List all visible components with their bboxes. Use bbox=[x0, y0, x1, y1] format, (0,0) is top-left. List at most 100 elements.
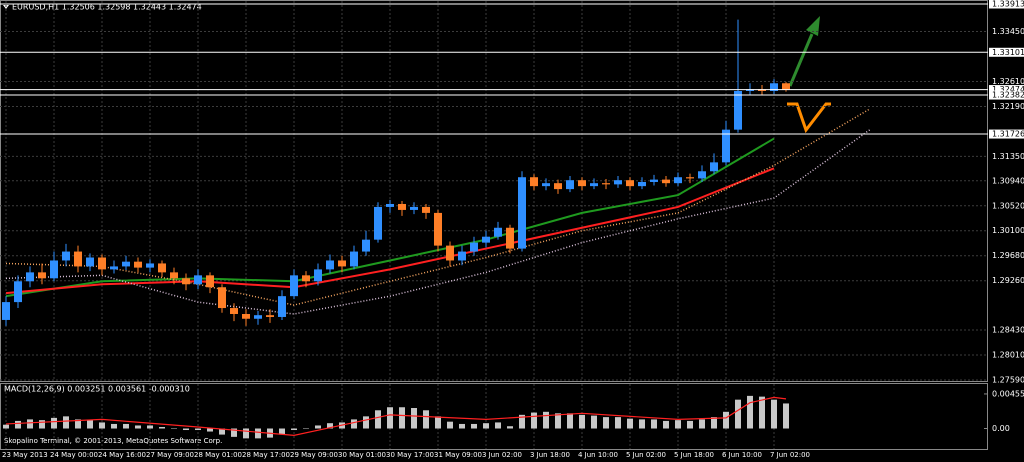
macd-bar bbox=[303, 428, 309, 430]
macd-bar bbox=[423, 410, 429, 429]
candle-body bbox=[722, 129, 730, 163]
candle-body bbox=[374, 206, 382, 240]
macd-bar bbox=[195, 428, 201, 431]
candle-body bbox=[362, 239, 370, 252]
candle-body bbox=[38, 272, 46, 279]
candle-body bbox=[86, 257, 94, 267]
y-tick-label: 1.30100 bbox=[992, 226, 1024, 235]
candle-body bbox=[698, 171, 706, 179]
price-level-tag bbox=[989, 90, 1024, 100]
macd-bar bbox=[483, 423, 489, 429]
moving-average bbox=[5, 167, 775, 295]
price-level-tag bbox=[989, 129, 1024, 139]
candle-body bbox=[26, 272, 34, 282]
macd-bar bbox=[603, 417, 609, 429]
x-tick-label: 23 May 2013 bbox=[2, 451, 48, 459]
price-level-label: 1.33101 bbox=[992, 48, 1024, 57]
candle-body bbox=[494, 227, 502, 237]
candle-body bbox=[230, 308, 238, 314]
candle-body bbox=[110, 266, 118, 270]
macd-bar bbox=[447, 421, 453, 429]
candle-body bbox=[434, 212, 442, 246]
candle-body bbox=[578, 180, 586, 187]
x-tick-label: 6 Jun 10:00 bbox=[722, 451, 762, 459]
candle-body bbox=[770, 83, 778, 91]
macd-bar bbox=[27, 419, 33, 429]
price-level-tag bbox=[989, 85, 1024, 95]
candle-body bbox=[710, 162, 718, 172]
macd-bar bbox=[639, 419, 645, 429]
macd-bar bbox=[51, 417, 57, 429]
macd-bar bbox=[327, 423, 333, 429]
candle-body bbox=[542, 183, 550, 187]
macd-bar bbox=[627, 418, 633, 429]
x-tick-label: 30 May 01:00 bbox=[338, 451, 386, 459]
candle-body bbox=[122, 261, 130, 267]
candle-body bbox=[410, 206, 418, 210]
candle-body bbox=[602, 183, 610, 185]
candle-body bbox=[518, 177, 526, 249]
y-tick-label: 1.29260 bbox=[992, 276, 1024, 285]
candle-body bbox=[146, 263, 154, 268]
macd-bar bbox=[555, 413, 561, 429]
candle-body bbox=[506, 227, 514, 249]
macd-bar bbox=[495, 422, 501, 429]
y-tick-label: 1.33450 bbox=[992, 27, 1024, 36]
candle-body bbox=[458, 251, 466, 261]
candle-body bbox=[746, 89, 754, 91]
macd-bar bbox=[375, 410, 381, 429]
macd-bar bbox=[435, 416, 441, 429]
macd-bar bbox=[135, 425, 141, 429]
candle-body bbox=[470, 242, 478, 252]
candle-body bbox=[74, 251, 82, 267]
macd-bar bbox=[471, 423, 477, 429]
macd-bar bbox=[543, 411, 549, 429]
candle-body bbox=[782, 83, 790, 90]
y-tick-label: 1.30520 bbox=[992, 201, 1024, 210]
macd-bar bbox=[3, 424, 9, 429]
candle-body bbox=[734, 90, 742, 130]
macd-bar bbox=[699, 419, 705, 429]
candle-body bbox=[158, 263, 166, 273]
macd-bar bbox=[591, 415, 597, 429]
macd-bar bbox=[687, 420, 693, 429]
y-tick-label: 1.32190 bbox=[992, 102, 1024, 111]
price-level-tag bbox=[989, 47, 1024, 57]
y-tick-label: 1.28430 bbox=[992, 326, 1024, 335]
macd-bar bbox=[759, 396, 765, 429]
candle-body bbox=[686, 177, 694, 179]
x-tick-label: 5 Jun 18:00 bbox=[674, 451, 714, 459]
macd-bar bbox=[231, 428, 237, 437]
candle-body bbox=[326, 260, 334, 270]
macd-bar bbox=[315, 425, 321, 429]
x-tick-label: 24 May 00:00 bbox=[50, 451, 98, 459]
footer: Skopalino Terminal, © 2001-2013, MetaQuo… bbox=[4, 437, 222, 445]
candle-body bbox=[554, 183, 562, 190]
price-level-label: 1.32382 bbox=[992, 91, 1024, 100]
candle-body bbox=[254, 315, 262, 319]
green-arrow-head bbox=[806, 16, 820, 36]
macd-bar bbox=[207, 428, 213, 432]
candle-body bbox=[194, 275, 202, 285]
macd-bar bbox=[75, 419, 81, 429]
macd-title: MACD(12,26,9) 0.003251 0.003561 -0.00031… bbox=[4, 385, 190, 394]
candle-body bbox=[206, 275, 214, 288]
macd-bar bbox=[723, 411, 729, 429]
candle-body bbox=[566, 180, 574, 190]
macd-tick-label: 0.00 bbox=[992, 424, 1010, 433]
macd-bar bbox=[387, 407, 393, 429]
macd-bar bbox=[99, 422, 105, 429]
y-tick-label: 1.32610 bbox=[992, 77, 1024, 86]
x-tick-label: 5 Jun 02:00 bbox=[626, 451, 666, 459]
macd-bar bbox=[711, 417, 717, 429]
candle-body bbox=[218, 287, 226, 309]
macd-bar bbox=[411, 408, 417, 429]
macd-frame bbox=[0, 383, 988, 450]
candle-body bbox=[638, 181, 646, 187]
macd-bar bbox=[735, 399, 741, 429]
y-tick-label: 1.30940 bbox=[992, 176, 1024, 185]
candle-body bbox=[278, 296, 286, 317]
macd-bar bbox=[399, 407, 405, 429]
candle-body bbox=[446, 245, 454, 261]
